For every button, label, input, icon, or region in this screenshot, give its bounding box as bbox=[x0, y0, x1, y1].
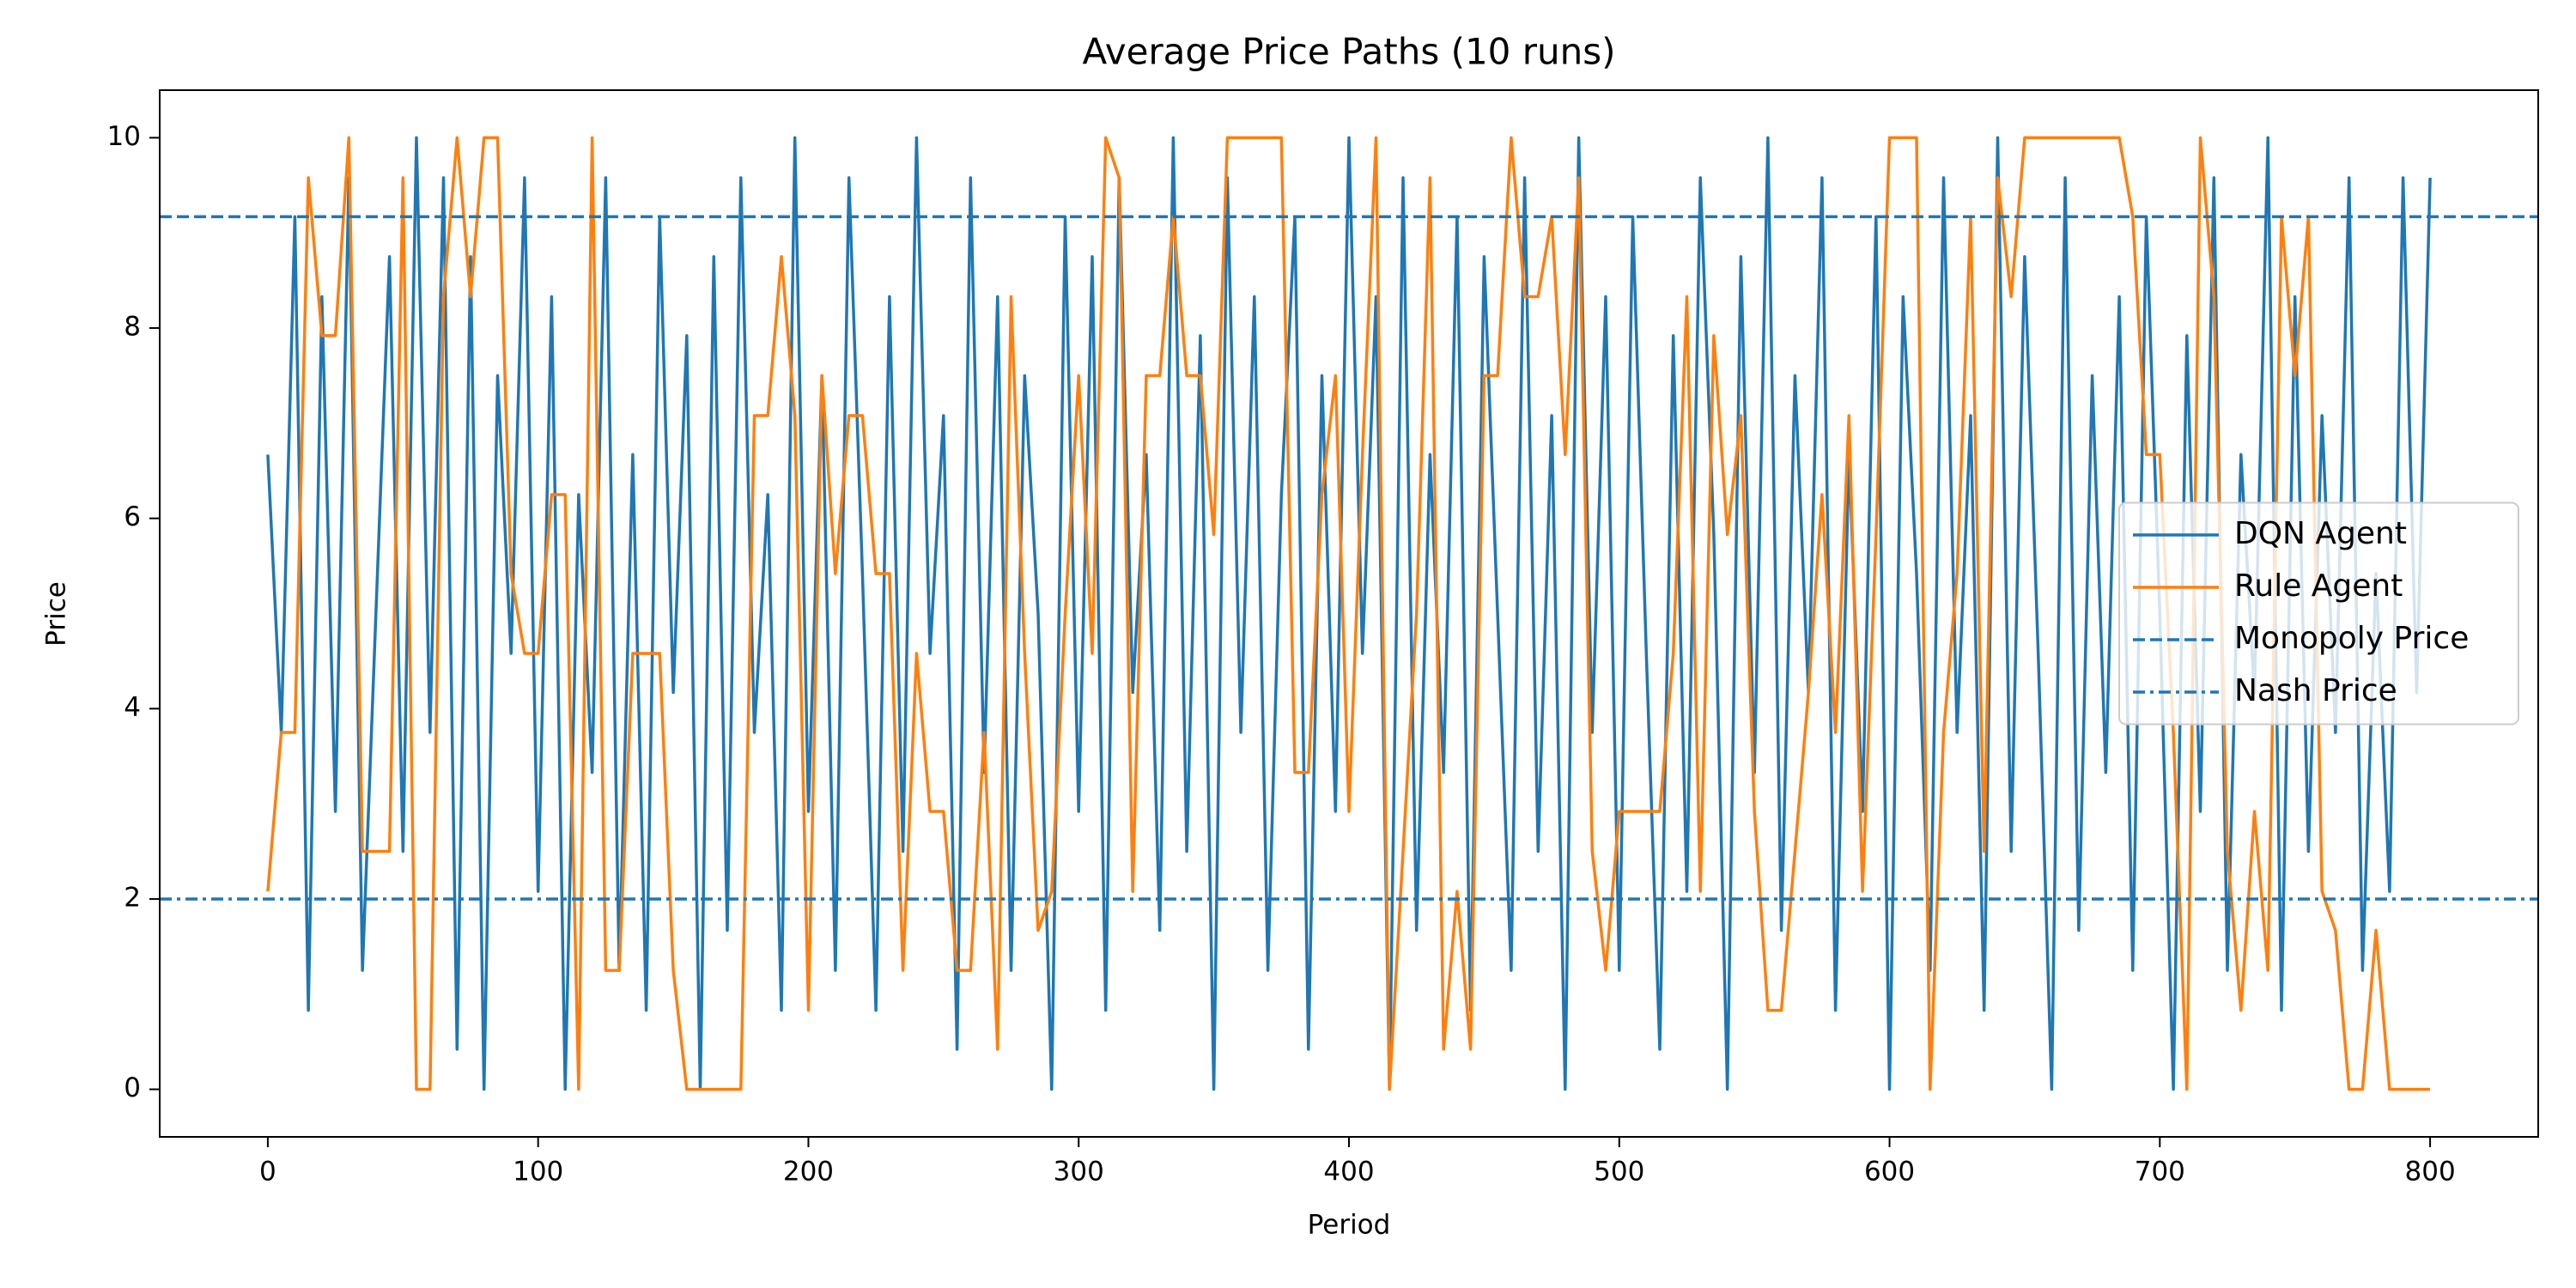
data-line bbox=[266, 136, 2431, 1091]
legend-label: DQN Agent bbox=[2234, 516, 2407, 551]
x-tick-label: 0 bbox=[259, 1157, 276, 1188]
y-tick-label: 2 bbox=[124, 882, 141, 913]
x-tick-label: 300 bbox=[1054, 1157, 1104, 1188]
legend-box bbox=[2118, 501, 2519, 726]
x-tick-label: 800 bbox=[2405, 1157, 2456, 1188]
x-tick-label: 200 bbox=[783, 1157, 834, 1188]
y-axis-label: Price bbox=[41, 581, 72, 647]
x-tick-label: 500 bbox=[1594, 1157, 1644, 1188]
data-line bbox=[266, 136, 2432, 1091]
x-tick-label: 600 bbox=[1864, 1157, 1915, 1188]
y-tick-label: 6 bbox=[124, 501, 141, 532]
y-tick-label: 10 bbox=[107, 121, 141, 152]
x-tick-label: 700 bbox=[2135, 1157, 2185, 1188]
x-tick-label: 100 bbox=[513, 1157, 563, 1188]
legend-label: Rule Agent bbox=[2234, 568, 2403, 604]
plot-area bbox=[160, 136, 2538, 1091]
legend-label: Nash Price bbox=[2234, 673, 2397, 708]
y-tick-label: 0 bbox=[124, 1072, 141, 1103]
x-axis-label: Period bbox=[1308, 1210, 1391, 1241]
x-tick-label: 400 bbox=[1323, 1157, 1374, 1188]
legend: DQN Agent Rule Agent Monopoly Price Nash Pr… bbox=[2118, 501, 2519, 726]
y-tick-label: 4 bbox=[124, 692, 141, 723]
chart-title: Average Price Paths (10 runs) bbox=[1082, 31, 1615, 73]
legend-label: Monopoly Price bbox=[2234, 621, 2469, 656]
axes-frame bbox=[159, 89, 2539, 1138]
y-tick-label: 8 bbox=[124, 312, 141, 343]
